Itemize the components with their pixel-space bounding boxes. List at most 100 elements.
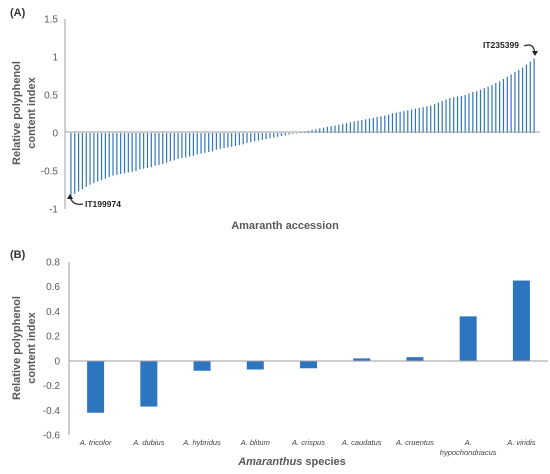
panel-a-bar [353,121,355,133]
panel-a-bar [334,125,336,133]
panel-b-bars [87,280,530,413]
panel-a-bar [81,133,83,190]
panel-a-bar [426,106,428,133]
panel-a-bar [449,98,451,133]
panel-a-bar [77,133,80,192]
panel-a-bar [89,133,91,185]
panel-a-bar [495,82,497,133]
panel-a-bar [250,133,252,143]
panel-b-ytick-label: -0.4 [43,406,61,417]
panel-a-bar [491,85,493,133]
panel-a-bar [192,133,195,156]
panel-a-annotation-min: IT199974 [85,199,121,209]
panel-a-bar [181,133,183,159]
panel-a-bar [499,81,501,133]
panel-a-ylabel-line-2: content index [26,76,38,148]
panel-a-bar [403,110,405,133]
panel-a-bar [525,64,528,133]
panel-a-bar [261,133,263,140]
panel-a-bar [407,110,409,133]
panel-a-bar [265,133,267,140]
panel-a-bar [211,133,214,152]
panel-a-bar [464,95,466,133]
panel-a-label: (A) [10,7,26,19]
panel-a-bar [227,133,229,148]
panel-a-bar [380,116,382,133]
panel-a-bar [506,76,508,133]
panel-a-bar [529,61,531,134]
panel-a-bar [254,133,256,142]
panel-a-bar [273,133,275,138]
panel-a-bar [292,133,294,134]
panel-a-bar [338,124,340,133]
panel-a-bar [223,133,225,149]
panel-a-bar [238,133,240,146]
panel-a-bar [143,133,145,169]
panel-a-bar [166,133,168,163]
panel-a-bar [196,133,198,155]
panel-a-bar [487,86,489,133]
panel-a-bar [388,114,390,133]
panel-a-bar [349,122,351,133]
panel-b-ylabel-line-2: content index [26,311,38,383]
panel-a-bar [123,133,126,174]
panel-a-bar [234,133,237,146]
panel-a-bar [169,133,172,162]
panel-b-bar [512,280,530,361]
panel-b-category-label: A. caudatus [341,438,382,447]
panel-b-category-label: A. [464,438,472,447]
panel-b-ytick-label: 0.2 [46,332,60,343]
panel-a-bar [460,95,462,133]
panel-a-bar [468,93,470,133]
panel-a-bar [399,111,401,133]
panel-a-bar [246,133,248,143]
panel-a-bar [131,133,133,172]
panel-a-bar [368,118,371,133]
panel-a-bar [219,133,221,149]
panel-b-ytick-label: 0 [54,356,60,367]
panel-a-annotation-max-arrowhead [532,51,538,56]
panel-b-ytick-label: 0.8 [46,258,60,269]
panel-a-bar [215,133,217,150]
panel-a-bar [93,133,95,184]
panel-a-bar [357,120,359,133]
panel-a-bar [502,79,505,133]
panel-a-bar [376,117,378,133]
panel-b-ytick-label: 0.4 [46,307,60,318]
panel-b-ytick-label: 0.6 [46,282,60,293]
panel-a: (A) Relative polyphenol content index -1… [10,7,540,232]
panel-b-category-label: A. hybridus [182,438,221,447]
panel-b-category-label: A. dubius [132,438,165,447]
panel-b-category-label: A. crispus [291,438,325,447]
panel-a-y-axis-ticks: -1 -0.5 0 0.5 1 1.5 [41,15,59,216]
panel-a-bar [284,133,286,136]
panel-a-bar [97,133,99,182]
panel-a-bar [100,133,103,181]
panel-a-bar [514,72,516,133]
panel-a-ytick-label: 1 [52,53,58,64]
panel-a-ytick-label: -0.5 [41,167,59,178]
panel-a-bar [522,67,524,133]
panel-a-bar [422,107,424,133]
panel-a-bar [384,115,386,133]
panel-a-bar [177,133,179,159]
panel-a-bar [299,132,302,133]
panel-a-bar [445,99,447,133]
panel-b-bar [140,360,158,407]
panel-b-xlabel-rest: species [302,456,345,468]
panel-a-bar [418,107,420,133]
panel-a-bar [158,133,160,165]
panel-a-bar [296,133,298,134]
panel-a-bar [342,123,344,133]
panel-a-bar [345,123,348,133]
panel-a-bar [146,133,149,168]
panel-b-bar [87,360,105,413]
panel-a-bar [116,133,118,175]
panel-a-ytick-label: 0.5 [44,91,58,102]
panel-b-category-label: A. tricolor [79,438,112,447]
panel-a-bar [365,119,367,133]
panel-a-bar [319,128,321,133]
panel-b-bar [246,360,264,370]
panel-a-bar [242,133,244,145]
panel-b-ylabel-line-1: Relative polyphenol [11,296,23,400]
